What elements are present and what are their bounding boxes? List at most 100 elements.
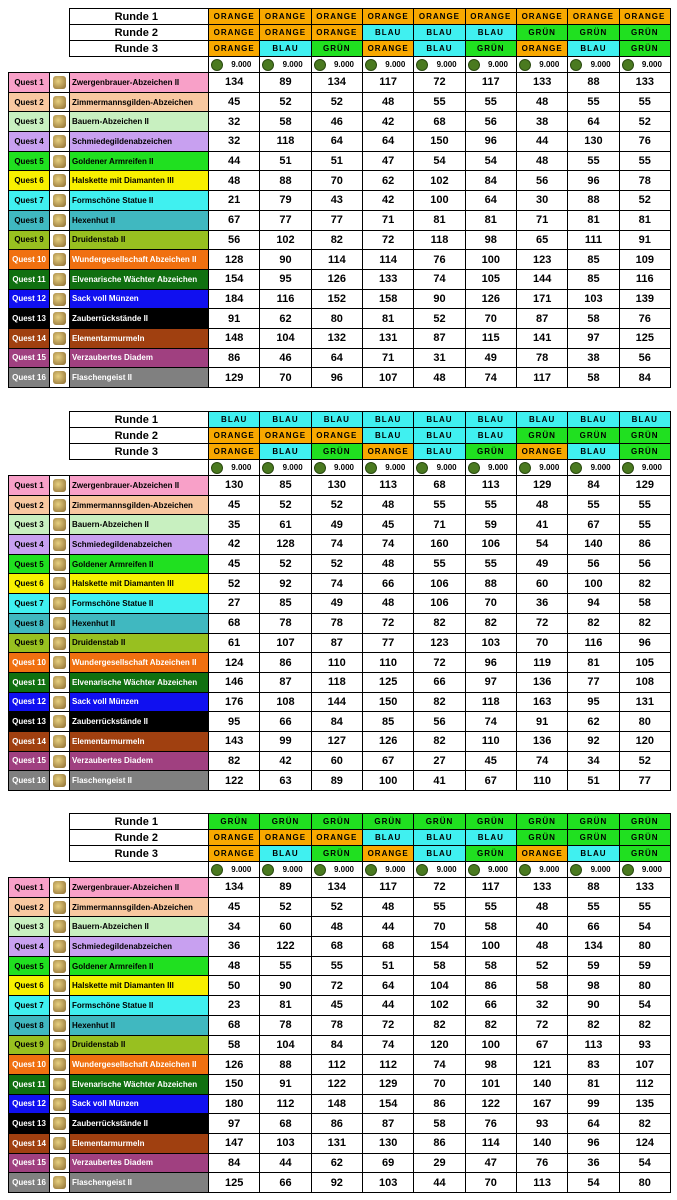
quest-value: 108 xyxy=(618,671,671,693)
quest-value: 129 xyxy=(361,1073,415,1095)
quest-value: 144 xyxy=(310,691,363,713)
quest-name: Verzaubertes Diadem xyxy=(69,750,209,772)
quest-value: 99 xyxy=(259,730,312,752)
quest-name: Halskette mit Diamanten III xyxy=(69,975,209,997)
quest-value: 54 xyxy=(618,916,671,938)
round-color: GRÜN xyxy=(567,427,620,444)
quest-label: Quest 1 xyxy=(8,72,50,93)
quest-icon xyxy=(53,479,66,492)
quest-value: 71 xyxy=(361,347,415,369)
quest-value: 60 xyxy=(259,916,312,938)
quest-value: 110 xyxy=(310,652,363,673)
quest-value: 118 xyxy=(259,131,312,152)
quest-row: Quest 13 Zauberrückstände II 97 68 86 87 58 76 9… xyxy=(8,1113,671,1134)
quest-label: Quest 1 xyxy=(8,877,50,898)
quest-value: 47 xyxy=(361,150,415,172)
quest-value: 52 xyxy=(259,494,312,516)
quest-value: 117 xyxy=(361,877,415,898)
round-color: GRÜN xyxy=(310,813,363,830)
quest-value: 72 xyxy=(515,1014,569,1036)
quest-value: 144 xyxy=(515,268,569,290)
quest-table: Runde 1 GRÜN GRÜN GRÜN GRÜN GRÜN GRÜN GRÜN GRÜN G… xyxy=(8,813,671,1193)
quest-value: 78 xyxy=(259,1014,312,1036)
quest-icon xyxy=(53,1058,66,1072)
quest-icon-cell xyxy=(49,190,70,211)
round-color: GRÜN xyxy=(207,813,261,830)
round-row: Runde 1 BLAU BLAU BLAU BLAU BLAU BLAU BLAU BLAU B… xyxy=(9,411,671,428)
quest-value: 45 xyxy=(207,494,261,516)
quest-name: Druidenstab II xyxy=(69,229,209,251)
round-label: Runde 1 xyxy=(69,411,209,428)
quest-value: 32 xyxy=(207,111,261,133)
quest-value: 163 xyxy=(515,691,569,713)
quest-name: Wundergesellschaft Abzeichen II xyxy=(69,1054,209,1075)
quest-value: 122 xyxy=(259,936,312,957)
quest-row: Quest 7 Formschöne Statue II 27 85 49 48 106 70… xyxy=(8,593,671,614)
quest-value: 133 xyxy=(618,877,671,898)
quest-value: 111 xyxy=(567,229,620,251)
quest-value: 100 xyxy=(464,249,517,270)
round-color: BLAU xyxy=(413,24,466,41)
cost-value: 9.000 xyxy=(590,865,611,874)
quest-value: 180 xyxy=(207,1093,261,1115)
round-row: Runde 2 ORANGE ORANGE ORANGE BLAU BLAU BLAU GRÜ… xyxy=(9,24,671,41)
quest-value: 68 xyxy=(361,936,415,957)
quest-row: Quest 6 Halskette mit Diamanten III 50 90 72… xyxy=(8,975,671,997)
quest-value: 129 xyxy=(515,475,569,496)
quest-value: 152 xyxy=(310,288,363,310)
quest-value: 118 xyxy=(464,691,517,713)
quest-value: 129 xyxy=(618,475,671,496)
round-row: Runde 1 ORANGE ORANGE ORANGE ORANGE ORANGE ORA… xyxy=(9,8,671,25)
quest-name: Flaschengeist II xyxy=(69,1172,209,1193)
quest-value: 133 xyxy=(515,72,569,93)
coin-icon xyxy=(262,864,275,876)
quest-icon-cell xyxy=(49,995,70,1016)
cost-value: 9.000 xyxy=(641,60,662,69)
quest-row: Quest 16 Flaschengeist II 129 70 96 107 48 74 11… xyxy=(8,367,671,388)
quest-icon xyxy=(53,920,66,934)
quest-value: 55 xyxy=(567,150,620,172)
quest-value: 126 xyxy=(361,730,415,752)
quest-value: 58 xyxy=(567,308,620,329)
quest-icon xyxy=(53,715,66,729)
quest-value: 146 xyxy=(207,671,261,693)
quest-icon xyxy=(53,754,66,768)
cost-value: 9.000 xyxy=(282,865,303,874)
quest-name: Schmiedegildenabzeichen xyxy=(69,534,209,555)
quest-value: 125 xyxy=(361,671,415,693)
coin-icon xyxy=(211,462,223,474)
quest-value: 103 xyxy=(361,1172,415,1193)
quest-value: 80 xyxy=(310,308,363,329)
quest-value: 55 xyxy=(464,494,517,516)
quest-value: 48 xyxy=(361,593,415,614)
quest-value: 82 xyxy=(567,612,620,634)
quest-value: 64 xyxy=(310,347,363,369)
quest-value: 80 xyxy=(618,936,671,957)
quest-value: 67 xyxy=(515,1034,569,1056)
quest-icon xyxy=(53,881,66,894)
quest-value: 96 xyxy=(464,131,517,152)
quest-row: Quest 13 Zauberrückstände II 95 66 84 85 56 74 9… xyxy=(8,711,671,732)
round-label: Runde 3 xyxy=(69,845,209,862)
cost-value: 9.000 xyxy=(436,463,457,472)
cost-cell: 9.000 xyxy=(515,56,569,73)
cost-cell: 9.000 xyxy=(259,861,312,878)
quest-icon-cell xyxy=(49,936,70,957)
cost-cell: 9.000 xyxy=(413,459,466,476)
quest-value: 80 xyxy=(618,711,671,732)
round-label: Runde 3 xyxy=(69,443,209,460)
quest-name: Verzaubertes Diadem xyxy=(69,1152,209,1174)
quest-value: 29 xyxy=(413,1152,466,1174)
quest-value: 102 xyxy=(413,170,466,192)
cost-value: 9.000 xyxy=(436,60,457,69)
quest-icon xyxy=(53,233,66,247)
coin-icon xyxy=(262,462,275,474)
quest-icon xyxy=(53,979,66,993)
quest-value: 84 xyxy=(207,1152,261,1174)
quest-value: 68 xyxy=(207,1014,261,1036)
quest-value: 42 xyxy=(259,750,312,772)
quest-icon xyxy=(53,213,66,227)
quest-value: 60 xyxy=(310,750,363,772)
quest-value: 154 xyxy=(207,268,261,290)
quest-value: 31 xyxy=(413,347,466,369)
